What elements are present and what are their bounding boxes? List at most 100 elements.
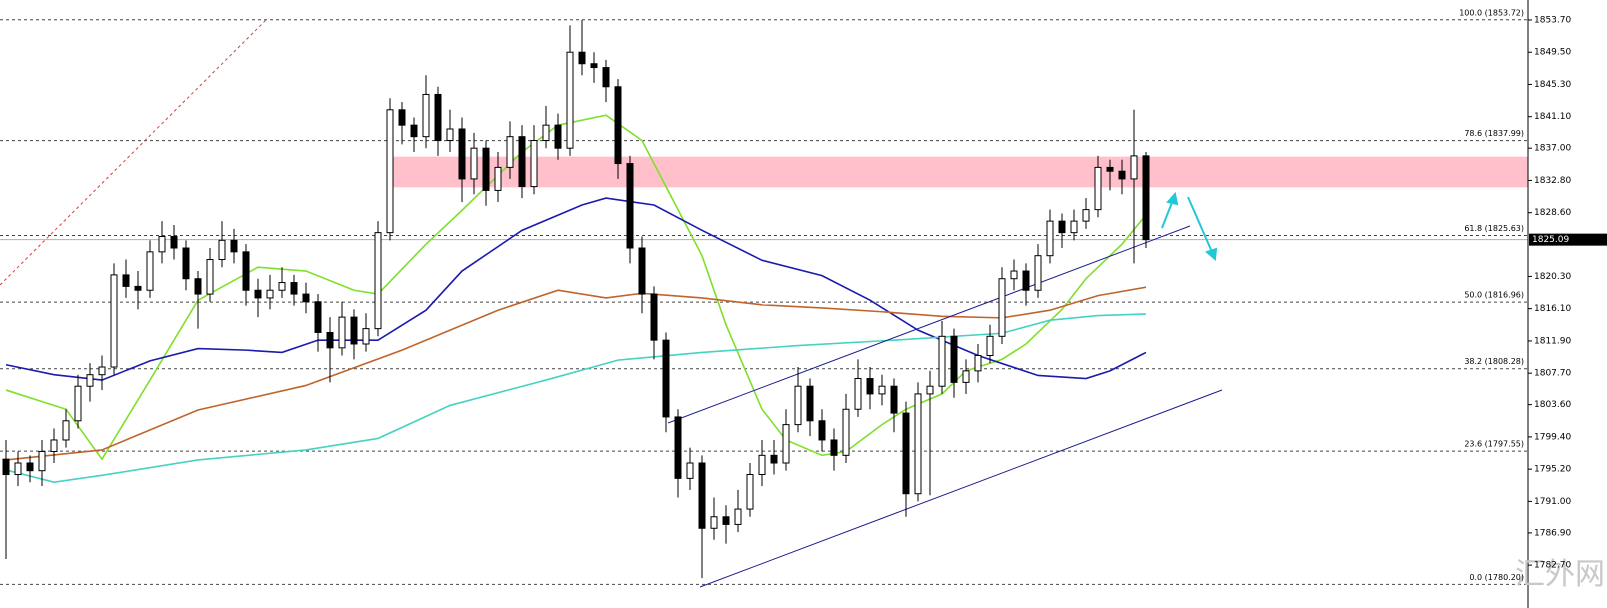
fib-label: 38.2 (1808.28) bbox=[1464, 357, 1524, 366]
y-tick-label: 1791.00 bbox=[1534, 497, 1571, 507]
watermark: 汇外网 bbox=[1515, 557, 1605, 592]
y-tick-label: 1795.20 bbox=[1534, 465, 1571, 475]
candle-body bbox=[746, 474, 754, 510]
candle-body bbox=[662, 339, 670, 418]
candle-body bbox=[698, 462, 706, 529]
candle-body bbox=[146, 251, 154, 291]
candle-body bbox=[554, 124, 562, 149]
candle-body bbox=[626, 163, 634, 249]
candle-body bbox=[1022, 270, 1030, 291]
y-tick-label: 1816.10 bbox=[1534, 304, 1571, 314]
candle-body bbox=[722, 516, 730, 525]
channel-lower bbox=[699, 389, 1223, 588]
candle-body bbox=[530, 140, 538, 188]
candle-body bbox=[206, 259, 214, 295]
candle-body bbox=[494, 166, 502, 191]
candle-body bbox=[998, 278, 1006, 337]
channel-upper bbox=[667, 225, 1191, 424]
candle-body bbox=[446, 128, 454, 142]
candle-body bbox=[926, 385, 934, 395]
candle-body bbox=[218, 239, 226, 261]
candle-body bbox=[2, 458, 10, 476]
candle-body bbox=[734, 508, 742, 525]
candle-body bbox=[1070, 220, 1078, 234]
y-tick-label: 1849.50 bbox=[1534, 48, 1571, 58]
candle-body bbox=[1058, 220, 1066, 234]
candle-body bbox=[518, 136, 526, 188]
candle-body bbox=[38, 450, 46, 472]
candle-body bbox=[986, 335, 994, 357]
candle-body bbox=[434, 93, 442, 142]
candle-body bbox=[338, 316, 346, 349]
candle-body bbox=[758, 454, 766, 476]
candle-body bbox=[770, 454, 778, 464]
fib-label: 78.6 (1837.99) bbox=[1464, 129, 1524, 138]
candle-body bbox=[1106, 166, 1114, 172]
y-tick-label: 1837.00 bbox=[1534, 144, 1571, 154]
candle-body bbox=[542, 124, 550, 142]
candle-body bbox=[134, 285, 142, 291]
candle-body bbox=[230, 239, 238, 253]
candle-body bbox=[410, 124, 418, 138]
y-tick-label: 1828.60 bbox=[1534, 208, 1571, 218]
candle-body bbox=[470, 147, 478, 180]
candle-body bbox=[74, 385, 82, 422]
candle-body bbox=[422, 93, 430, 138]
y-tick-label: 1811.90 bbox=[1534, 336, 1571, 346]
candle-body bbox=[290, 282, 298, 295]
candle-body bbox=[386, 109, 394, 234]
candle-body bbox=[962, 370, 970, 383]
candle-body bbox=[506, 136, 514, 168]
candle-body bbox=[686, 462, 694, 479]
y-tick-label: 1786.90 bbox=[1534, 528, 1571, 538]
candle-body bbox=[638, 247, 646, 295]
candle-body bbox=[350, 316, 358, 345]
y-tick-label: 1845.30 bbox=[1534, 80, 1571, 90]
fib-label: 0.0 (1780.20) bbox=[1469, 573, 1524, 582]
candle-body bbox=[602, 67, 610, 88]
candle-body bbox=[182, 247, 190, 280]
candle-body bbox=[710, 516, 718, 529]
candle-body bbox=[98, 366, 106, 376]
current-price-box bbox=[1529, 233, 1607, 246]
candle-body bbox=[170, 235, 178, 249]
candle-body bbox=[830, 439, 838, 456]
candle-body bbox=[1082, 209, 1090, 222]
resistance-zone bbox=[390, 156, 1528, 188]
candle-body bbox=[902, 412, 910, 495]
candle-body bbox=[242, 251, 250, 291]
candle-body bbox=[266, 289, 274, 299]
candle-body bbox=[278, 282, 286, 291]
y-tick-label: 1782.70 bbox=[1534, 561, 1571, 571]
fib-label: 100.0 (1853.72) bbox=[1459, 8, 1524, 17]
y-tick-label: 1807.70 bbox=[1534, 369, 1571, 379]
candle-body bbox=[890, 385, 898, 414]
candle-body bbox=[86, 374, 94, 387]
candle-body bbox=[254, 289, 262, 299]
candle-body bbox=[614, 86, 622, 165]
current-price-label: 1825.09 bbox=[1532, 235, 1569, 245]
candle-body bbox=[326, 331, 334, 349]
candle-body bbox=[302, 293, 310, 303]
candle-body bbox=[878, 385, 886, 395]
candle-body bbox=[482, 147, 490, 191]
fib-label: 61.8 (1825.63) bbox=[1464, 224, 1524, 233]
candle-body bbox=[782, 424, 790, 464]
candle-body bbox=[590, 63, 598, 69]
y-tick-label: 1820.30 bbox=[1534, 272, 1571, 282]
candle-body bbox=[1142, 155, 1150, 241]
candle-body bbox=[398, 109, 406, 126]
y-tick-label: 1853.70 bbox=[1534, 15, 1571, 25]
candle-body bbox=[14, 462, 22, 476]
candle-body bbox=[566, 51, 574, 149]
candle-body bbox=[794, 385, 802, 426]
candle-body bbox=[578, 51, 586, 65]
candle-body bbox=[842, 408, 850, 456]
y-tick-label: 1841.10 bbox=[1534, 112, 1571, 122]
arrows bbox=[1161, 191, 1218, 262]
candle-body bbox=[914, 393, 922, 495]
candle-body bbox=[1118, 170, 1126, 180]
candle-body bbox=[938, 335, 946, 387]
